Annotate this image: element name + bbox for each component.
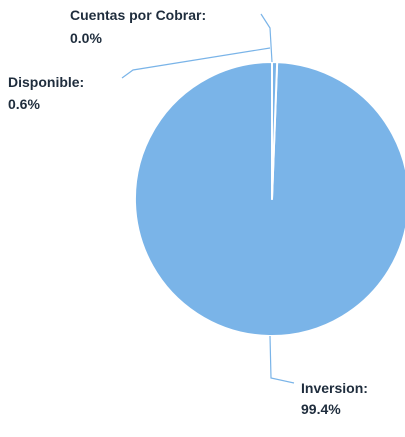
data-label-value-inversion: 99.4% [301,401,341,417]
leader-line-inversion [269,335,295,384]
data-label-name-disponible: Disponible: [8,74,84,90]
leader-line-cuentas-por-cobrar [260,13,273,63]
leader-lines-layer [121,13,295,384]
data-label-name-cuentas-por-cobrar: Cuentas por Cobrar: [70,7,206,23]
labels-layer: Inversion: 99.4% Disponible: 0.6% Cuentas po… [8,7,368,417]
pie-slice-inversion[interactable] [133,61,405,337]
slices-layer [133,61,405,337]
data-label-name-inversion: Inversion: [301,380,368,396]
data-label-value-disponible: 0.6% [8,96,40,112]
leader-line-disponible [121,47,271,79]
data-label-value-cuentas-por-cobrar: 0.0% [70,30,102,46]
